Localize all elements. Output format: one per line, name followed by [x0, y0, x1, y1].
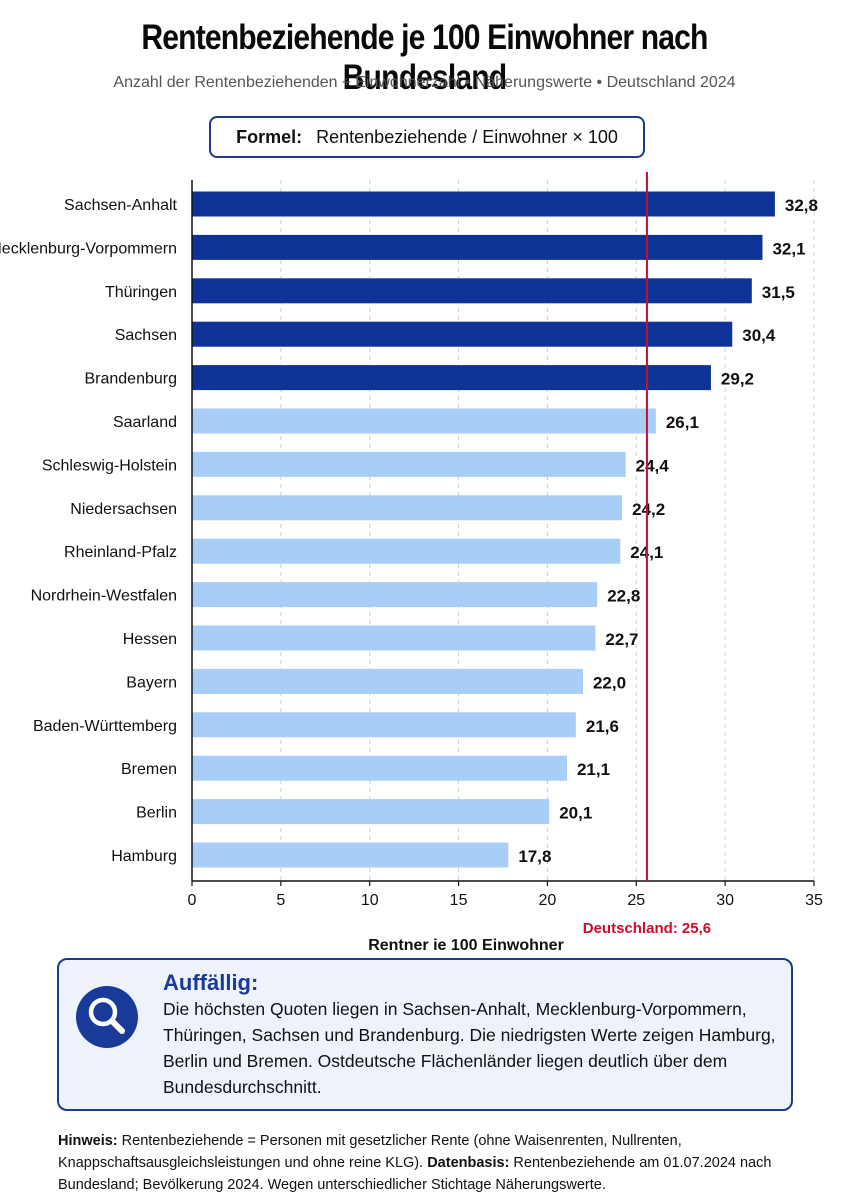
category-label-5: Saarland	[113, 414, 177, 431]
value-label-11: 22,0	[593, 673, 626, 692]
category-label-7: Niedersachsen	[70, 501, 177, 518]
category-label-8: Rheinland-Pfalz	[64, 544, 177, 561]
bar-13	[192, 755, 567, 781]
category-label-1: Mecklenburg-Vorpommern	[0, 240, 177, 257]
value-label-3: 30,4	[742, 326, 776, 345]
formula-box: Formel: Rentenbeziehende / Einwohner × 1…	[209, 116, 645, 158]
bar-9	[192, 582, 598, 608]
category-label-6: Schleswig-Holstein	[42, 457, 177, 474]
chart-title: Rentenbeziehende je 100 Einwohner nach B…	[141, 18, 708, 97]
callout-text: Die höchsten Quoten liegen in Sachsen-An…	[163, 999, 776, 1097]
bar-chart: Sachsen-Anhalt 32,8 Mecklenburg-Vorpommern…	[0, 172, 823, 950]
x-tick-label-3: 15	[450, 892, 468, 909]
category-label-4: Brandenburg	[84, 371, 177, 388]
bar-11	[192, 668, 583, 694]
bar-6	[192, 451, 626, 477]
category-label-11: Bayern	[126, 674, 177, 691]
category-label-9: Nordrhein-Westfalen	[31, 588, 177, 605]
note-datenbasis-label: Datenbasis:	[427, 1155, 510, 1171]
category-label-10: Hessen	[123, 631, 177, 648]
category-label-2: Thüringen	[105, 284, 177, 301]
formula-label: Formel:	[236, 126, 303, 147]
bar-12	[192, 712, 576, 738]
x-tick-label-1: 5	[276, 892, 285, 909]
bar-7	[192, 495, 623, 521]
value-label-10: 22,7	[605, 630, 638, 649]
magnifier-icon	[76, 986, 138, 1048]
bar-8	[192, 538, 621, 564]
reference-label: Deutschland: 25,6	[583, 920, 711, 937]
category-label-0: Sachsen-Anhalt	[64, 197, 178, 214]
chart-subtitle: Anzahl der Rentenbeziehenden ÷ Einwohner…	[113, 74, 736, 91]
value-label-9: 22,8	[607, 587, 640, 606]
value-label-14: 20,1	[559, 804, 592, 823]
bar-1	[192, 234, 763, 260]
x-tick-label-5: 25	[627, 892, 645, 909]
value-label-6: 24,4	[636, 456, 670, 475]
bar-3	[192, 321, 733, 347]
x-tick-label-0: 0	[188, 892, 197, 909]
bar-10	[192, 625, 596, 651]
category-label-14: Berlin	[136, 805, 177, 822]
bar-14	[192, 799, 550, 825]
value-label-13: 21,1	[577, 760, 610, 779]
bar-15	[192, 842, 509, 868]
note-datenbasis-text: Rentenbeziehende am 01.07.2024 nach Bund…	[58, 1155, 772, 1193]
x-axis-title: Rentner je 100 Einwohner	[368, 937, 564, 950]
value-label-2: 31,5	[762, 283, 795, 302]
category-label-13: Bremen	[121, 761, 177, 778]
value-label-1: 32,1	[772, 239, 805, 258]
category-label-12: Baden-Württemberg	[33, 718, 177, 735]
note-hinweis-label: Hinweis:	[58, 1133, 118, 1149]
value-label-12: 21,6	[586, 717, 619, 736]
bar-5	[192, 408, 656, 434]
bar-2	[192, 278, 752, 304]
footnote: Hinweis: Rentenbeziehende = Personen mit…	[58, 1130, 828, 1196]
callout-box: Auffällig: Die höchsten Quoten liegen in…	[57, 958, 793, 1111]
value-label-4: 29,2	[721, 370, 754, 389]
bar-4	[192, 365, 711, 391]
value-label-5: 26,1	[666, 413, 699, 432]
bar-0	[192, 191, 775, 217]
category-label-15: Hamburg	[111, 848, 177, 865]
callout-heading: Auffällig:	[163, 970, 259, 995]
note-hinweis-text: Rentenbeziehende = Personen mit gesetzli…	[58, 1133, 682, 1171]
x-tick-label-4: 20	[539, 892, 557, 909]
x-tick-label-7: 35	[805, 892, 823, 909]
value-label-0: 32,8	[785, 196, 818, 215]
formula-text: Rentenbeziehende / Einwohner × 100	[316, 126, 618, 147]
value-label-15: 17,8	[518, 847, 551, 866]
x-tick-label-6: 30	[716, 892, 734, 909]
category-label-3: Sachsen	[115, 327, 177, 344]
x-tick-label-2: 10	[361, 892, 379, 909]
value-label-7: 24,2	[632, 500, 665, 519]
